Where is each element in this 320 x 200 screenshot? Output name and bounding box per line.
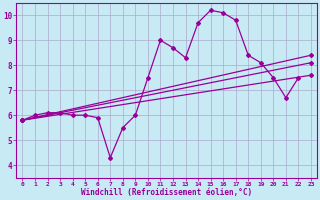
X-axis label: Windchill (Refroidissement éolien,°C): Windchill (Refroidissement éolien,°C): [81, 188, 252, 197]
